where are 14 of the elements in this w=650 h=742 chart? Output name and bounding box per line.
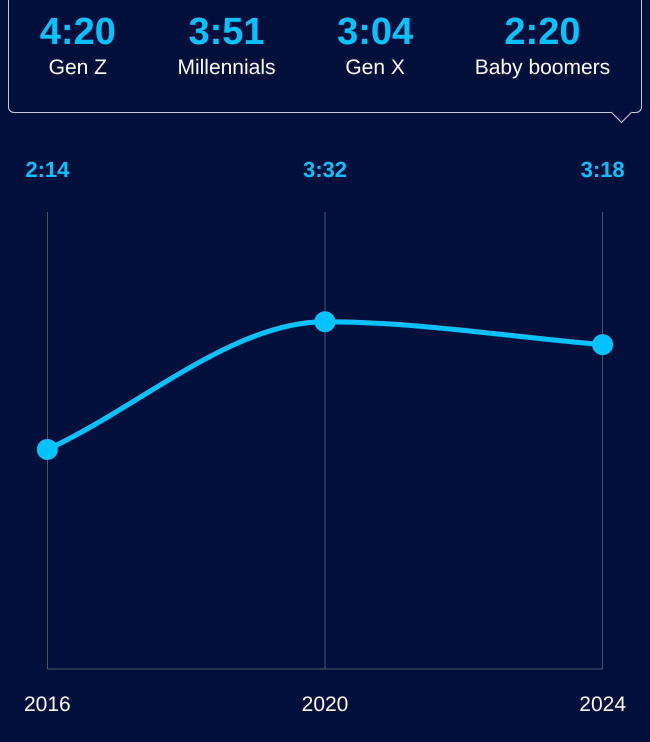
data-label: 3:32 [302,157,348,182]
data-label: 2:14 [25,157,70,182]
x-tick-label: 2024 [579,693,626,716]
text: Gen X [344,55,406,81]
x-tick-label: 2020 [302,693,348,716]
text: 4:20 [40,10,116,54]
text: 2:20 [503,10,582,54]
text: Baby boomers [474,55,610,81]
text: 3:51 [187,10,266,54]
text: Gen Z [48,55,108,81]
text: 3:04 [337,10,414,54]
x-tick-label: 2016 [24,693,71,716]
data-label: 3:18 [580,157,625,182]
text: Millennials [177,55,276,81]
